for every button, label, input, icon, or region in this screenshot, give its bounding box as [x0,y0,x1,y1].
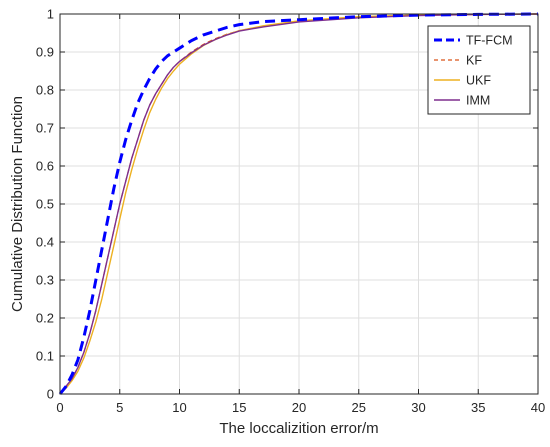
x-tick-label: 10 [172,400,186,415]
axis-ticks: 0 5 10 15 20 25 30 35 40 0 0.1 0.2 0.3 0.4 0.5 0.6 0.7 0.… [36,7,545,416]
y-tick-label: 0.2 [36,311,54,326]
x-tick-label: 25 [352,400,366,415]
x-tick-label: 30 [411,400,425,415]
y-axis-title: Cumulative Distribution Function [9,96,26,312]
y-tick-label: 0.5 [36,197,54,212]
legend: TF-FCM KF UKF IMM [427,25,531,115]
series-lines [58,12,539,395]
x-tick-label: 35 [471,400,485,415]
x-tick-label: 15 [232,400,246,415]
y-tick-label: 0.4 [36,235,54,250]
legend-label: KF [466,54,482,68]
legend-label: IMM [466,94,490,108]
y-tick-label: 0.8 [36,83,54,98]
x-axis-title: The loccalizition error/m [219,420,378,437]
x-tick-label: 5 [116,400,123,415]
y-tick-label: 0.3 [36,273,54,288]
y-tick-label: 0.6 [36,159,54,174]
y-tick-label: 0.9 [36,45,54,60]
y-tick-label: 0.7 [36,121,54,136]
legend-label: TF-FCM [466,34,513,48]
series-line-ukf [59,13,539,395]
series-line-imm [59,13,539,395]
legend-label: UKF [466,74,491,88]
y-tick-label: 1 [47,7,54,22]
x-tick-label: 20 [292,400,306,415]
x-tick-label: 0 [56,400,63,415]
y-tick-label: 0.1 [36,349,54,364]
y-tick-label: 0 [47,387,54,402]
x-tick-label: 40 [531,400,545,415]
